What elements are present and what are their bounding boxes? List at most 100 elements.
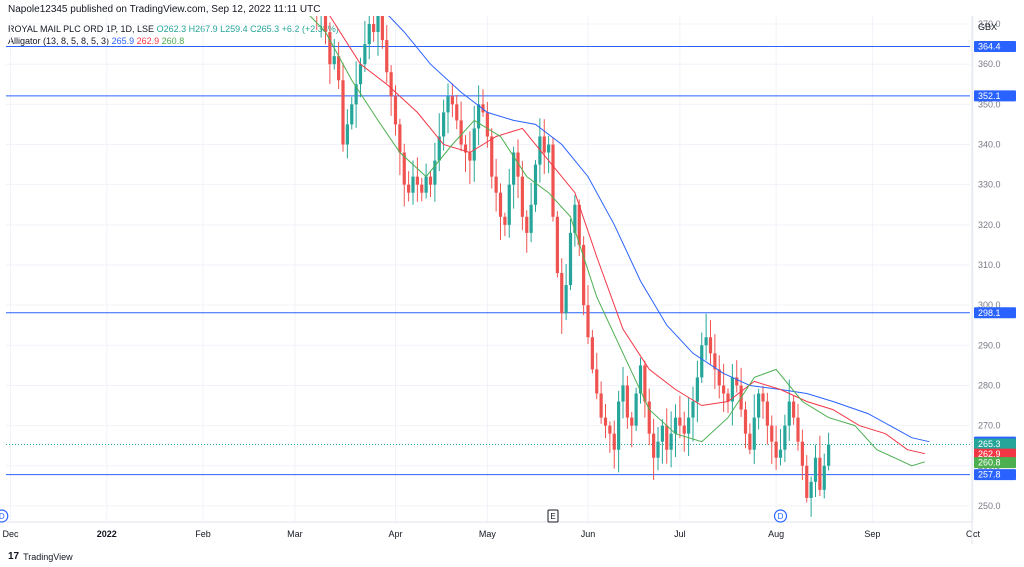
y-tick-label: 310.0 bbox=[978, 260, 1001, 270]
candle-body bbox=[516, 152, 520, 177]
price-axis-label-text: 298.1 bbox=[978, 308, 1001, 318]
candle-body bbox=[367, 24, 371, 45]
price-axis-label bbox=[974, 41, 1016, 53]
candle-body bbox=[765, 401, 769, 426]
dividend-marker[interactable] bbox=[0, 509, 9, 523]
candle-body bbox=[638, 365, 643, 394]
x-tick-label: Jul bbox=[674, 529, 686, 539]
candle-body bbox=[778, 449, 783, 458]
candle-body bbox=[713, 353, 717, 370]
candle-body bbox=[393, 96, 398, 125]
candle-body bbox=[547, 144, 551, 153]
candle-body bbox=[442, 112, 446, 137]
footer: 17 TradingView bbox=[8, 551, 73, 562]
y-tick-label: 340.0 bbox=[978, 140, 1001, 150]
y-tick-label: 250.0 bbox=[978, 501, 1001, 511]
candle-body bbox=[726, 393, 730, 402]
alligator-lips-line bbox=[309, 16, 926, 467]
x-tick-label: May bbox=[479, 529, 497, 539]
candle-body bbox=[428, 176, 433, 185]
brand-name[interactable]: TradingView bbox=[23, 551, 73, 562]
candle-body bbox=[792, 401, 796, 418]
candle-body bbox=[363, 44, 367, 65]
candle-body bbox=[328, 32, 332, 65]
currency-label: GBX bbox=[978, 22, 997, 32]
candle-body bbox=[446, 96, 450, 113]
candle-body bbox=[402, 152, 406, 185]
candle-body bbox=[560, 273, 564, 314]
earnings-marker[interactable] bbox=[547, 509, 559, 523]
symbol-name[interactable]: ROYAL MAIL PLC ORD 1P, 1D, LSE bbox=[8, 24, 155, 34]
candle-body bbox=[809, 481, 813, 498]
candle-body bbox=[634, 393, 638, 426]
y-tick-label: 350.0 bbox=[978, 99, 1001, 109]
candle-body bbox=[463, 144, 468, 153]
candle-body bbox=[687, 417, 691, 434]
candle-body bbox=[783, 425, 787, 450]
candle-body bbox=[603, 417, 608, 426]
candle-body bbox=[774, 441, 778, 458]
candle-body bbox=[748, 433, 752, 450]
candle-body bbox=[315, 0, 318, 16]
candle-body bbox=[555, 216, 559, 274]
dividend-marker[interactable] bbox=[773, 509, 788, 523]
candle-body bbox=[647, 401, 651, 434]
candle-body bbox=[568, 232, 573, 286]
candle-body bbox=[415, 176, 419, 185]
indicator-name[interactable]: Alligator (13, 8, 5, 8, 5, 3) bbox=[8, 36, 110, 46]
candle-body bbox=[608, 425, 612, 434]
x-tick-label: Jun bbox=[581, 529, 596, 539]
event-marker-label: D bbox=[0, 512, 5, 521]
price-axis-label bbox=[974, 448, 1016, 460]
x-tick-label: Feb bbox=[195, 529, 211, 539]
candle-body bbox=[389, 72, 393, 97]
candle-body bbox=[358, 64, 363, 85]
candle-body bbox=[354, 84, 358, 105]
legend-symbol-row: ROYAL MAIL PLC ORD 1P, 1D, LSE O262.3 H2… bbox=[8, 23, 339, 35]
candle-body bbox=[704, 337, 708, 346]
candle-body bbox=[450, 96, 454, 105]
candle-body bbox=[757, 393, 761, 418]
candle-body bbox=[468, 152, 472, 161]
teeth-value: 262.9 bbox=[136, 36, 160, 46]
candle-body bbox=[652, 433, 656, 458]
candle-body bbox=[827, 444, 831, 466]
price-axis-label-text: 265.3 bbox=[978, 439, 1001, 449]
candle-body bbox=[525, 216, 529, 233]
y-tick-label: 290.0 bbox=[978, 340, 1001, 350]
x-tick-label: Oct bbox=[966, 529, 981, 539]
candle-body bbox=[730, 377, 734, 402]
price-axis-label bbox=[974, 457, 1016, 469]
candle-body bbox=[551, 144, 555, 217]
alligator-teeth-line bbox=[329, 16, 926, 455]
candle-body bbox=[433, 160, 437, 185]
candle-body bbox=[761, 393, 765, 402]
candle-body bbox=[612, 433, 616, 450]
candle-body bbox=[822, 465, 826, 490]
candle-body bbox=[818, 457, 822, 490]
candle-body bbox=[485, 112, 489, 137]
candle-body bbox=[345, 124, 349, 145]
candle-body bbox=[660, 425, 664, 442]
candle-body bbox=[533, 164, 538, 205]
candle-body bbox=[787, 401, 791, 426]
tradingview-logo-icon[interactable]: 17 bbox=[8, 551, 20, 562]
candle-body bbox=[617, 401, 621, 450]
alligator-jaw-line bbox=[388, 16, 930, 443]
price-axis-label-text: 257.8 bbox=[978, 470, 1001, 480]
publish-info: Napole12345 published on TradingView.com… bbox=[8, 4, 321, 15]
x-tick-label: Apr bbox=[388, 529, 402, 539]
candle-body bbox=[529, 204, 533, 233]
candle-body bbox=[407, 184, 411, 193]
candle-body bbox=[722, 385, 726, 394]
candle-body bbox=[590, 337, 594, 370]
candle-body bbox=[813, 457, 818, 482]
candle-body bbox=[695, 377, 699, 402]
candle-body bbox=[424, 176, 428, 193]
candle-body bbox=[420, 184, 424, 193]
candle-body bbox=[708, 337, 713, 354]
candle-body bbox=[805, 465, 809, 498]
candle-body bbox=[586, 305, 590, 338]
price-axis-label-text: 262.9 bbox=[978, 449, 1001, 459]
